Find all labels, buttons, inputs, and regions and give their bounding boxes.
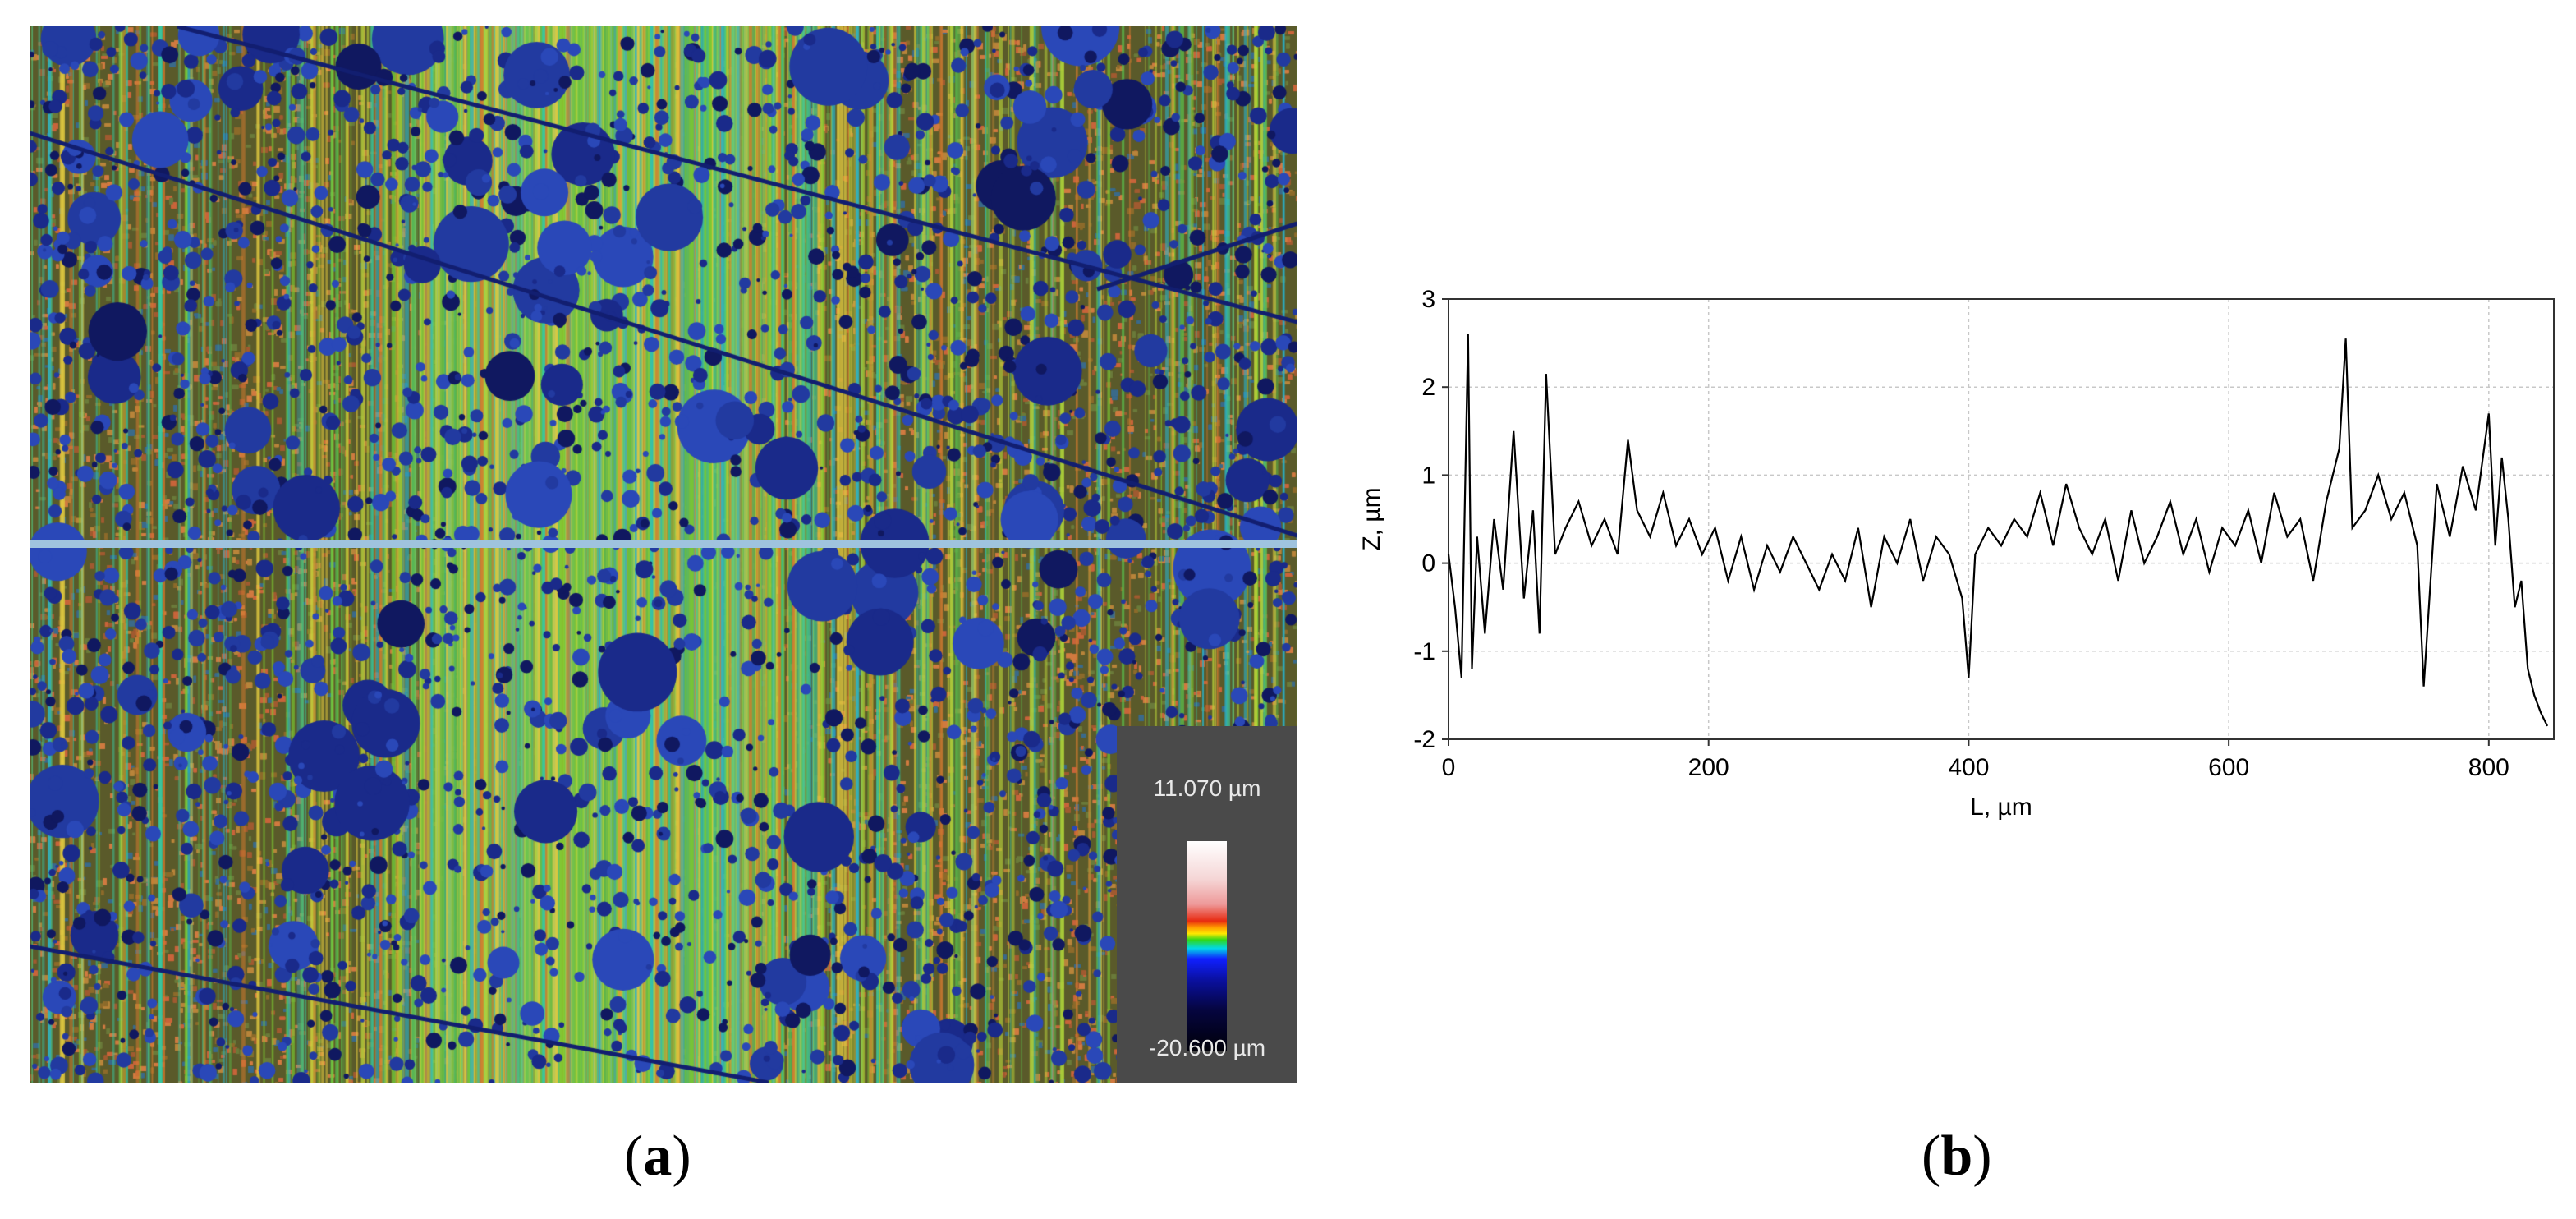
y-tick-label: -1	[1413, 638, 1435, 665]
chart-grid	[1448, 298, 2554, 740]
panel-label-a: (a)	[624, 1125, 691, 1188]
surface-height-map: 11.070 µm -20.600 µm	[30, 26, 1297, 1083]
x-tick-label: 0	[1442, 754, 1456, 781]
profile-series-line	[1447, 334, 2549, 727]
colorbar-max-label: 11.070 µm	[1153, 775, 1261, 801]
profile-chart: 0 200 400 600 800 -2 -1 0 1 2 3 L, µm Z, µm	[1358, 286, 2555, 821]
y-tick-label: 3	[1421, 286, 1435, 313]
x-tick-label: 600	[2208, 754, 2249, 781]
colorbar-gradient	[1187, 841, 1227, 1051]
panel-letter-a: a	[643, 1125, 673, 1188]
panel-label-b: (b)	[1922, 1125, 1992, 1188]
colorbar-min-label: -20.600 µm	[1148, 1035, 1266, 1060]
x-tick-label: 800	[2468, 754, 2509, 781]
x-tick-label: 400	[1948, 754, 1989, 781]
colorbar-legend: 11.070 µm -20.600 µm	[1117, 726, 1297, 1083]
surface-texture	[30, 26, 1297, 1083]
chart-ticks: 0 200 400 600 800 -2 -1 0 1 2 3	[1413, 286, 2509, 781]
plot-frame	[1448, 298, 2555, 740]
panel-letter-b: b	[1940, 1125, 1973, 1188]
y-axis-label: Z, µm	[1358, 487, 1385, 550]
x-axis-label: L, µm	[1970, 794, 2032, 821]
y-tick-label: -2	[1413, 726, 1435, 753]
x-tick-label: 200	[1688, 754, 1729, 781]
y-tick-label: 0	[1421, 550, 1435, 577]
y-tick-label: 1	[1421, 462, 1435, 489]
y-tick-label: 2	[1421, 374, 1435, 401]
profile-line	[30, 540, 1297, 548]
